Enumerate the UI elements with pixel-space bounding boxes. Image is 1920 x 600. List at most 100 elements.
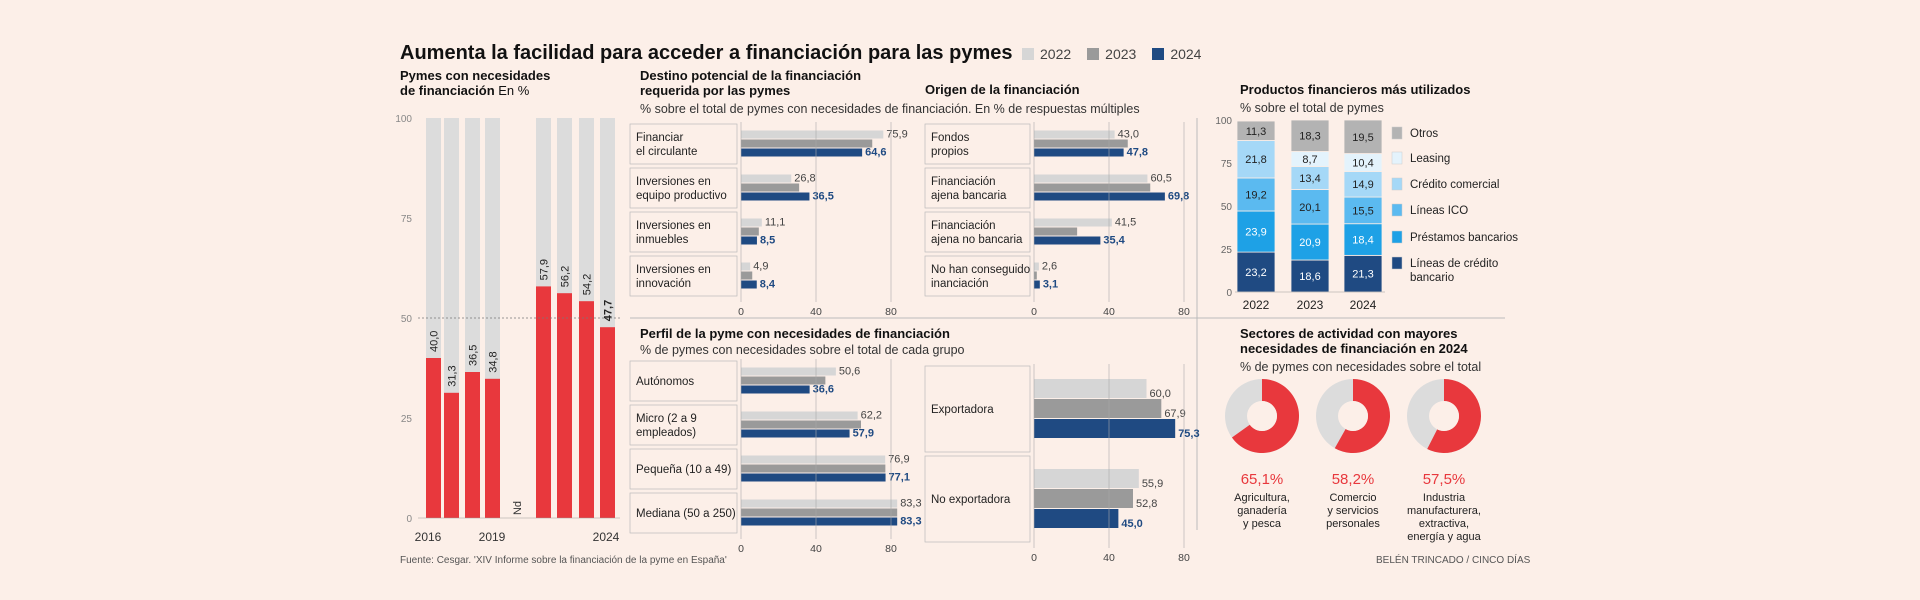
pymes-xlabel: 2016 (415, 530, 442, 544)
pymes-ytick: 25 (401, 414, 413, 425)
productos-segment (1290, 259, 1330, 293)
pymes-ytick: 100 (395, 114, 412, 125)
sector-donut-slice (1334, 379, 1390, 453)
productos-legend-label: Líneas ICO (1410, 205, 1468, 217)
productos-segment-label: 13,4 (1299, 173, 1320, 185)
pymes-ytick: 50 (401, 314, 413, 325)
productos-segment-label: 20,1 (1299, 202, 1320, 214)
destino-value-label: 36,5 (812, 191, 833, 203)
productos-segment (1343, 171, 1383, 198)
destino-row-box (629, 255, 738, 297)
pymes-bar (426, 358, 441, 518)
productos-xlabel: 2024 (1350, 298, 1377, 312)
productos-segment-label: 18,4 (1352, 235, 1373, 247)
origen-title: Origen de la financiación (925, 82, 1080, 97)
main-title: Aumenta la facilidad para acceder a fina… (400, 42, 1013, 64)
perfil-bar (741, 473, 886, 482)
origen-row-box (924, 255, 1031, 297)
perfil-bar (741, 411, 858, 420)
origen-row-label: ajena no bancaria (931, 234, 1023, 246)
pymes-title: Pymes con necesidades de financiación En… (400, 68, 550, 98)
perfil-row-label: Pequeña (10 a 49) (636, 464, 731, 476)
destino-bar (741, 139, 873, 148)
productos-segment-label: 23,9 (1245, 227, 1266, 239)
perfil-row-label: empleados) (636, 427, 696, 439)
productos-legend-label: Leasing (1410, 153, 1450, 165)
origen-row-label: Financiación (931, 176, 996, 188)
pymes-bar (600, 327, 615, 518)
legend-label-2024: 2024 (1170, 46, 1202, 62)
origen-row-label: Fondos (931, 132, 970, 144)
perfil-header: Perfil de la pyme con necesidades de fin… (640, 326, 965, 358)
origen-xtick: 40 (1103, 306, 1115, 318)
destino-value-label: 4,9 (753, 261, 768, 273)
legend-label-2023: 2023 (1105, 46, 1137, 62)
origen-value-label: 35,4 (1103, 235, 1125, 247)
destino-title-line1: Destino potencial de la financiación (640, 68, 862, 83)
perfil-bar (741, 508, 898, 517)
exporta-value-label: 75,3 (1178, 428, 1199, 440)
productos-segment-label: 19,5 (1352, 132, 1373, 144)
pymes-bar (485, 378, 500, 518)
perfil-value-label: 83,3 (900, 516, 921, 528)
destino-row-label: Inversiones en (636, 220, 711, 232)
legend-swatch-2022 (1022, 48, 1034, 60)
origen-row-label: inanciación (931, 278, 989, 290)
sectores-title-line1: Sectores de actividad con mayores (1240, 326, 1458, 341)
source-note: Fuente: Cesgar. 'XIV Informe sobre la fi… (400, 555, 727, 566)
perfil-bar (741, 376, 826, 385)
destino-bar (741, 218, 762, 227)
origen-bar (1034, 218, 1112, 227)
sector-donut-hole (1247, 401, 1277, 431)
perfil-bar (741, 517, 898, 526)
productos-header: Productos financieros más utilizados % s… (1240, 82, 1470, 116)
perfil-row-label: Micro (2 a 9 (636, 413, 697, 425)
sectores-title-line2: necesidades de financiación en 2024 (1240, 341, 1468, 356)
exporta-value-label: 67,9 (1164, 408, 1185, 420)
productos-segment (1343, 119, 1383, 154)
origen-bar (1034, 271, 1037, 280)
perfil-row-box (629, 492, 738, 534)
productos-segment-label: 10,4 (1352, 157, 1373, 169)
perfil-bar (741, 429, 850, 438)
perfil-bar (741, 499, 898, 508)
productos-segment (1343, 196, 1383, 225)
destino-bar (741, 174, 792, 183)
destino-bar (741, 280, 757, 289)
pymes-unit: En % (498, 83, 530, 98)
origen-value-label: 69,8 (1168, 191, 1189, 203)
perfil-xtick: 0 (738, 543, 744, 555)
destino-row-label: equipo productivo (636, 190, 727, 202)
origen-bar (1034, 130, 1115, 139)
productos-segment (1290, 189, 1330, 225)
productos-legend-swatch (1391, 256, 1403, 270)
perfil-bar (741, 464, 886, 473)
origen-value-label: 43,0 (1118, 129, 1139, 141)
pymes-title-line1: Pymes con necesidades (400, 68, 551, 83)
productos-segment (1236, 140, 1276, 179)
destino-bar (741, 236, 757, 245)
productos-ytick: 0 (1226, 288, 1232, 299)
perfil-value-label: 62,2 (861, 410, 882, 422)
sector-value-label: 57,5% (1423, 471, 1466, 488)
perfil-value-label: 77,1 (889, 472, 910, 484)
exporta-bar (1034, 509, 1119, 528)
origen-xtick: 0 (1031, 306, 1037, 318)
destino-subtitle: % sobre el total de pymes con necesidade… (640, 102, 1140, 116)
destino-row-box (629, 211, 738, 253)
perfil-value-label: 36,6 (813, 384, 834, 396)
perfil-value-label: 76,9 (888, 454, 909, 466)
sector-name-label: energía y agua (1407, 531, 1481, 543)
pymes-title-line2: de financiación En % (400, 83, 550, 98)
pymes-nd-label: Nd (512, 501, 524, 515)
productos-legend-label: Préstamos bancarios (1410, 232, 1518, 244)
origen-value-label: 3,1 (1043, 279, 1058, 291)
destino-row-label: inmuebles (636, 234, 689, 246)
productos-legend-label: Otros (1410, 128, 1438, 140)
origen-bar (1034, 236, 1101, 245)
productos-legend-label: bancario (1410, 272, 1454, 284)
productos-subtitle: % sobre el total de pymes (1240, 101, 1384, 115)
origen-value-label: 47,8 (1127, 147, 1148, 159)
sector-donut-slice (1231, 379, 1299, 453)
pymes-xlabel: 2019 (479, 530, 506, 544)
